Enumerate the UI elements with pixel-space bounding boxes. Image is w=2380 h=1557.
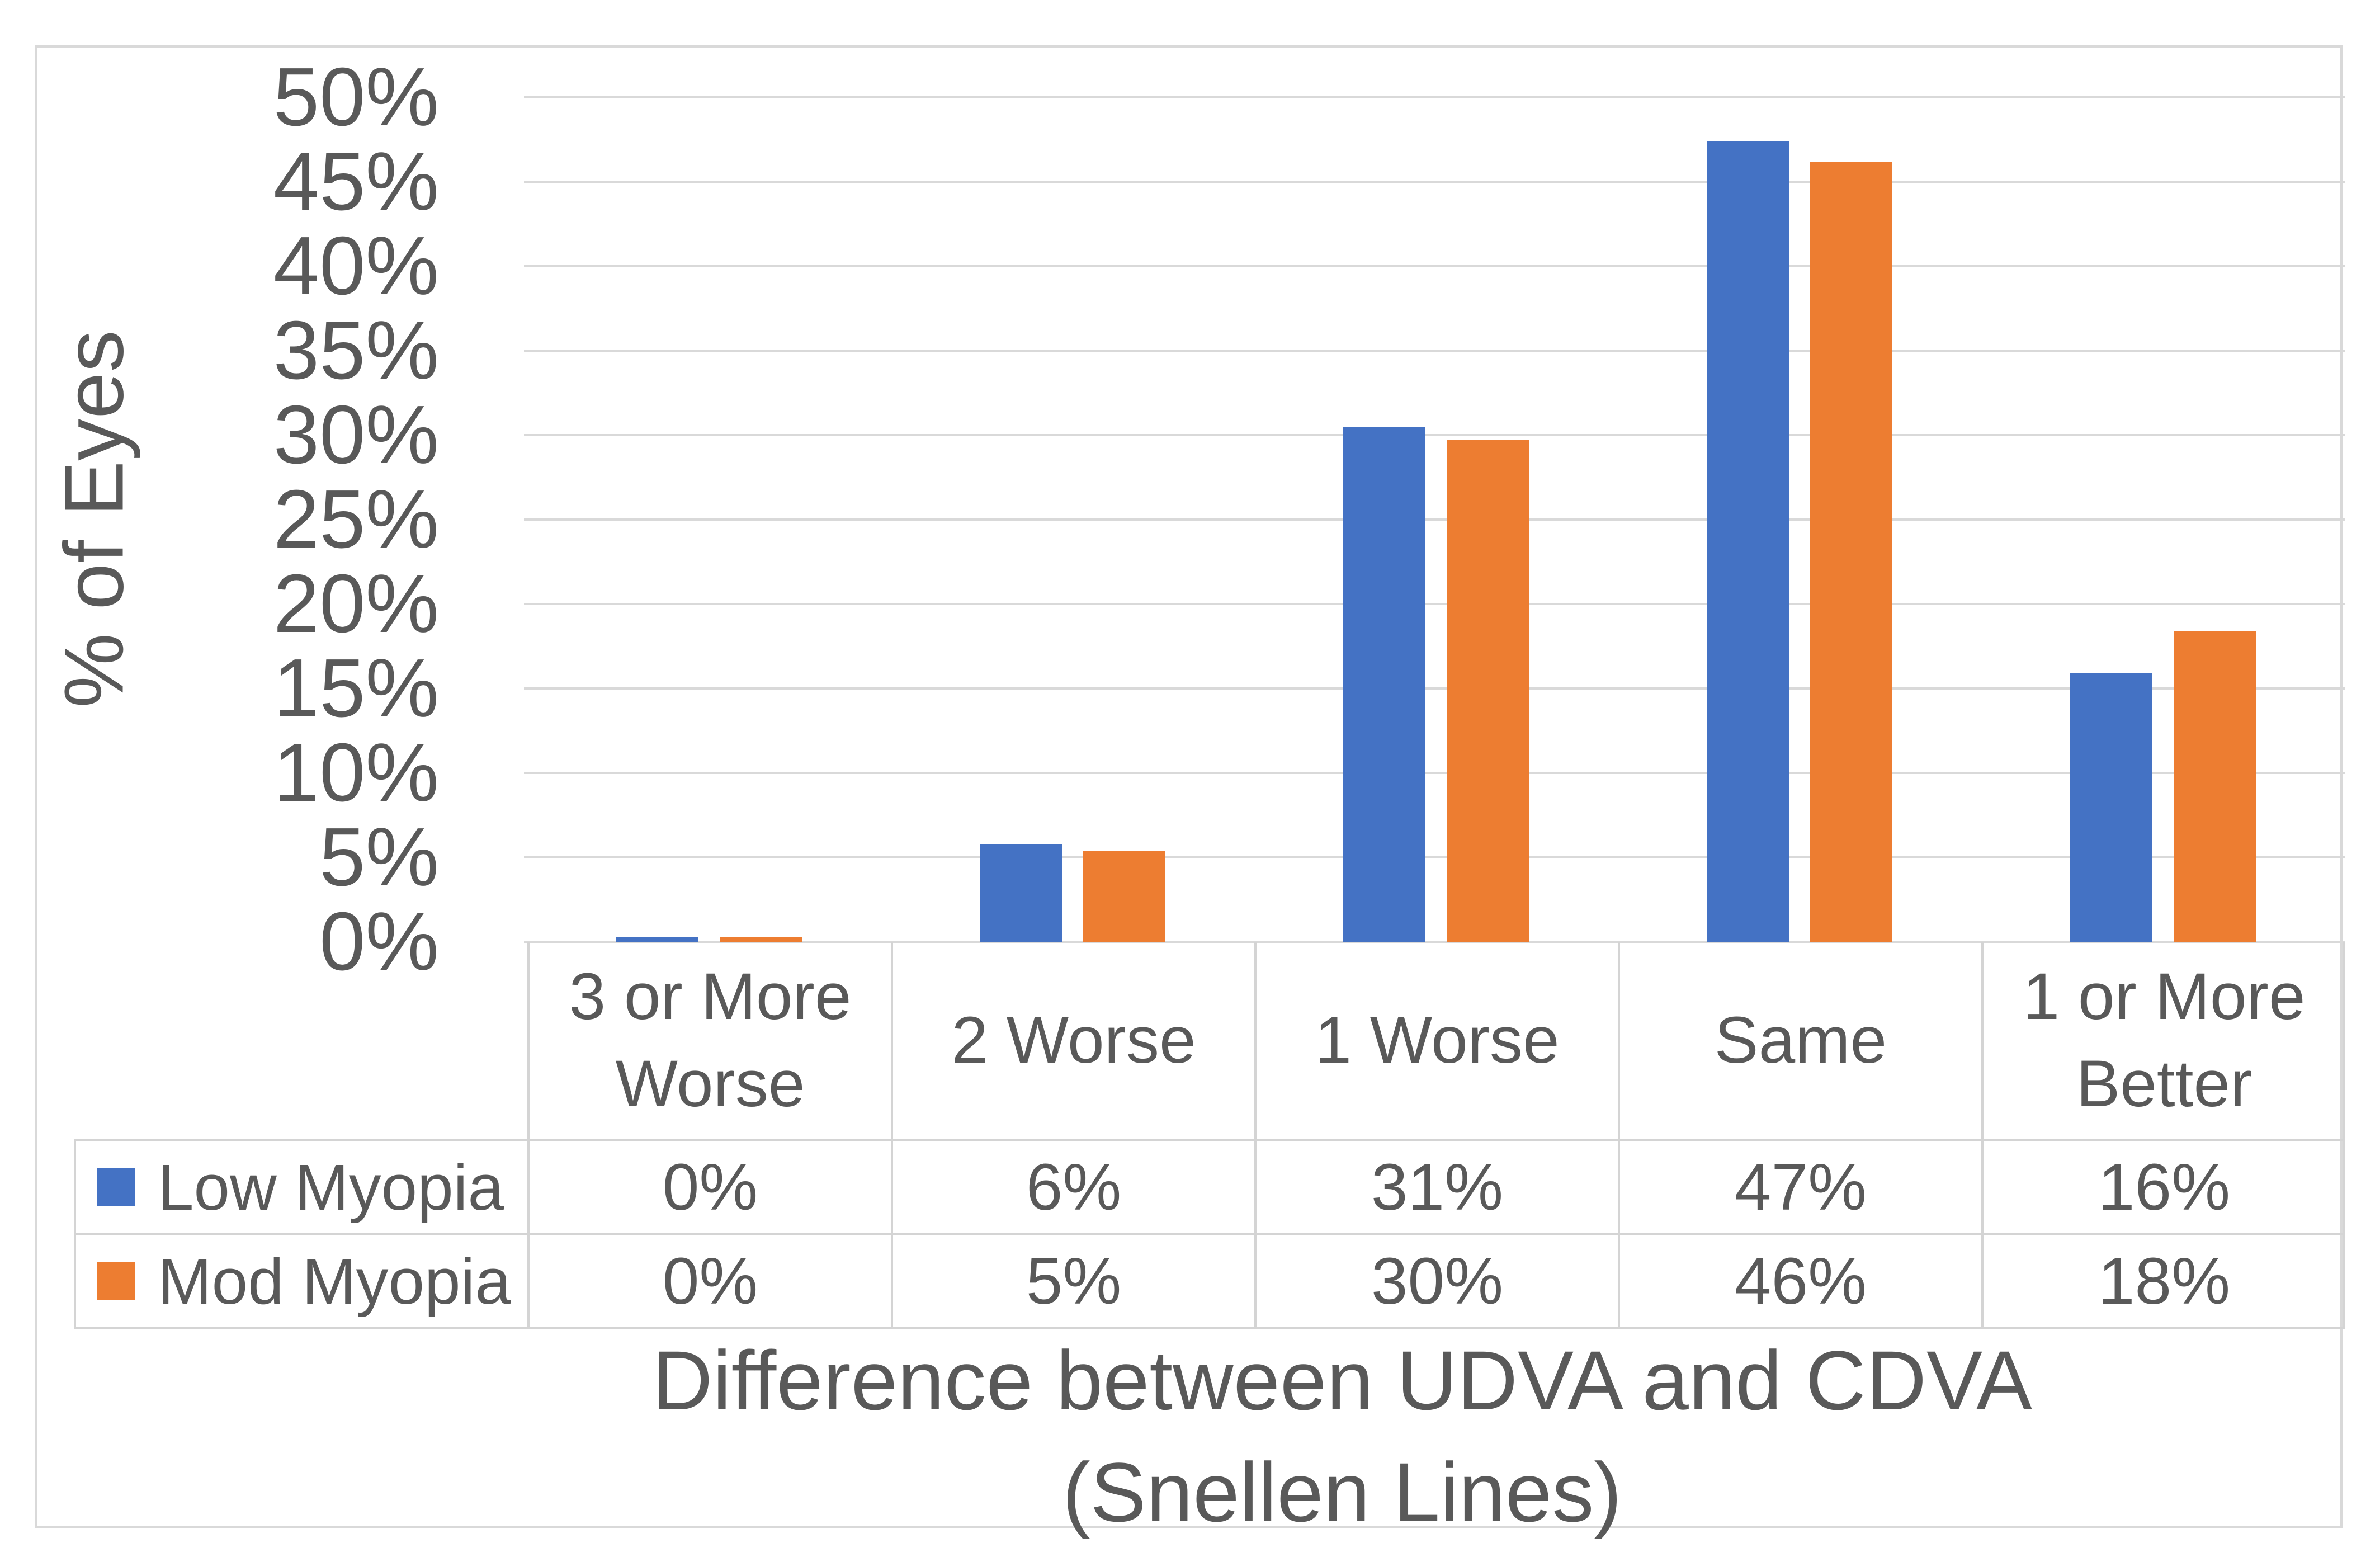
gridline-10pct: [524, 772, 2345, 774]
y-tick-label: 15%: [273, 642, 439, 734]
gridline-40pct: [524, 265, 2345, 267]
table-value-row2-col4: 46%: [1618, 1233, 1981, 1327]
table-value-row2-col5: 18%: [1981, 1233, 2345, 1327]
bar-mod-myopia-2: [1083, 851, 1165, 942]
category-header-4: Same: [1618, 942, 1981, 1139]
legend-label: Mod Myopia: [158, 1245, 511, 1318]
y-tick-label: 30%: [273, 389, 439, 481]
category-header-5: 1 or More Better: [1981, 942, 2345, 1139]
chart-frame: [35, 45, 2343, 1528]
legend-swatch-icon: [97, 1168, 135, 1206]
y-tick-label: 25%: [273, 473, 439, 565]
bar-low-myopia-2: [980, 844, 1062, 942]
category-header-3: 1 Worse: [1254, 942, 1618, 1139]
table-value-row1-col1: 0%: [527, 1139, 891, 1233]
gridline-45pct: [524, 181, 2345, 183]
y-tick-label: 40%: [273, 220, 439, 312]
y-tick-label: 5%: [319, 811, 439, 903]
gridline-0pct: [524, 941, 2345, 943]
table-value-row2-col3: 30%: [1254, 1233, 1618, 1327]
category-header-1: 3 or More Worse: [527, 942, 891, 1139]
x-axis-title-line1: Difference between UDVA and CDVA: [652, 1333, 2032, 1427]
x-axis-title: Difference between UDVA and CDVA (Snelle…: [652, 1324, 2032, 1548]
category-header-2: 2 Worse: [891, 942, 1254, 1139]
table-right-border: [2343, 942, 2345, 1327]
y-tick-label: 0%: [319, 895, 439, 988]
y-tick-label: 20%: [273, 558, 439, 650]
table-value-row1-col4: 47%: [1618, 1139, 1981, 1233]
gridline-15pct: [524, 687, 2345, 690]
bar-mod-myopia-4: [1810, 162, 1892, 942]
y-tick-label: 35%: [273, 304, 439, 397]
bar-low-myopia-3: [1343, 427, 1425, 942]
table-value-row2-col1: 0%: [527, 1233, 891, 1327]
y-tick-label: 10%: [273, 726, 439, 819]
gridline-50pct: [524, 96, 2345, 98]
bar-low-myopia-4: [1707, 141, 1789, 942]
legend-label: Low Myopia: [158, 1151, 504, 1224]
bar-low-myopia-1: [616, 937, 698, 942]
legend-cell-low-myopia: Low Myopia: [74, 1139, 527, 1233]
table-bottom-border: [74, 1327, 2345, 1329]
table-value-row1-col5: 16%: [1981, 1139, 2345, 1233]
table-value-row1-col2: 6%: [891, 1139, 1254, 1233]
bar-mod-myopia-5: [2174, 631, 2256, 942]
x-axis-title-line2: (Snellen Lines): [1062, 1445, 1622, 1539]
gridline-30pct: [524, 434, 2345, 436]
y-tick-label: 50%: [273, 51, 439, 143]
gridline-20pct: [524, 603, 2345, 605]
gridline-25pct: [524, 518, 2345, 521]
bar-low-myopia-5: [2070, 673, 2152, 942]
table-value-row1-col3: 31%: [1254, 1139, 1618, 1233]
bar-mod-myopia-3: [1447, 440, 1529, 942]
gridline-35pct: [524, 350, 2345, 352]
y-tick-label: 45%: [273, 135, 439, 228]
legend-cell-mod-myopia: Mod Myopia: [74, 1233, 527, 1327]
gridline-5pct: [524, 856, 2345, 858]
table-value-row2-col2: 5%: [891, 1233, 1254, 1327]
legend-swatch-icon: [97, 1262, 135, 1300]
bar-mod-myopia-1: [720, 937, 802, 942]
